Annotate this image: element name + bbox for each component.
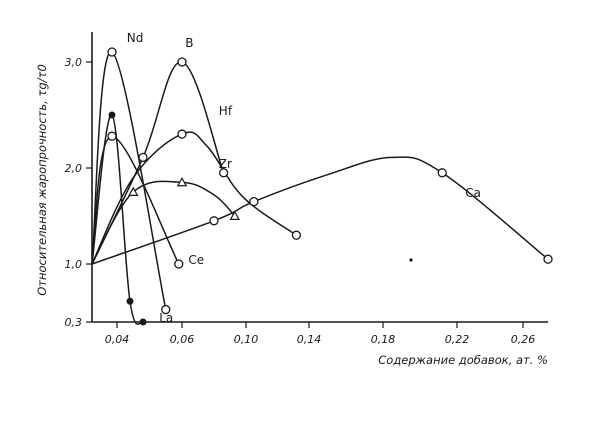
y-tick-label: 1,0	[65, 258, 83, 271]
series-label-ca: Ca	[465, 186, 481, 200]
data-point-b	[138, 152, 148, 163]
y-tick-label: 3,0	[65, 56, 83, 69]
y-axis-title: Относительная жаропрочность, τg/τ0	[35, 64, 49, 296]
series-label-zr: Zr	[219, 157, 232, 171]
series-label-la: La	[159, 311, 173, 325]
data-point-ca	[543, 254, 553, 264]
series-line-ce	[91, 135, 180, 265]
data-point-ca	[437, 168, 447, 178]
x-axis-ticks: 0,04 0,06 0,10 0,14 0,18 0,22 0,26	[105, 322, 536, 346]
series-markers	[107, 47, 553, 326]
x-tick-label: 0,06	[170, 333, 195, 346]
stray-dot	[409, 258, 413, 262]
data-point-hf	[291, 230, 302, 240]
series-label-hf: Hf	[219, 104, 233, 118]
x-tick-label: 0,26	[511, 333, 536, 346]
series-line-nd	[91, 51, 167, 310]
data-point-ce	[174, 259, 184, 269]
y-tick-label: 0,3	[65, 316, 83, 329]
x-tick-label: 0,22	[445, 333, 470, 346]
series-label-b: B	[185, 36, 193, 50]
data-point-nd	[161, 304, 171, 315]
data-point-ce	[107, 131, 117, 141]
y-axis-ticks: 0,3 1,0 2,0 3,0	[65, 56, 92, 329]
x-tick-label: 0,18	[371, 333, 396, 346]
chart-axes	[91, 32, 548, 323]
series-labels: Nd Ce La B Hf Zr Ca	[127, 31, 481, 325]
data-point-zr	[176, 176, 188, 187]
x-tick-label: 0,04	[105, 333, 130, 346]
data-point-b	[177, 57, 187, 67]
series-label-nd: Nd	[127, 31, 144, 45]
y-tick-label: 2,0	[65, 162, 83, 175]
series-label-ce: Ce	[188, 253, 204, 267]
data-point-nd	[107, 47, 117, 57]
data-point-la	[126, 297, 134, 305]
x-axis-title: Содержание добавок, ат. %	[378, 353, 548, 367]
data-point-b	[218, 168, 229, 178]
data-point-la	[108, 111, 116, 119]
data-point-ca	[209, 216, 219, 226]
series-line-hf	[91, 131, 297, 265]
data-point-ca	[249, 196, 259, 207]
series-line-la	[91, 114, 144, 325]
x-tick-label: 0,10	[234, 333, 259, 346]
x-tick-label: 0,14	[297, 333, 322, 346]
data-point-hf	[177, 129, 187, 139]
data-point-zr	[229, 210, 241, 220]
series-line-ca	[91, 156, 549, 265]
data-point-zr	[128, 186, 139, 196]
data-point-la	[139, 318, 147, 326]
series-line-b	[91, 61, 225, 265]
